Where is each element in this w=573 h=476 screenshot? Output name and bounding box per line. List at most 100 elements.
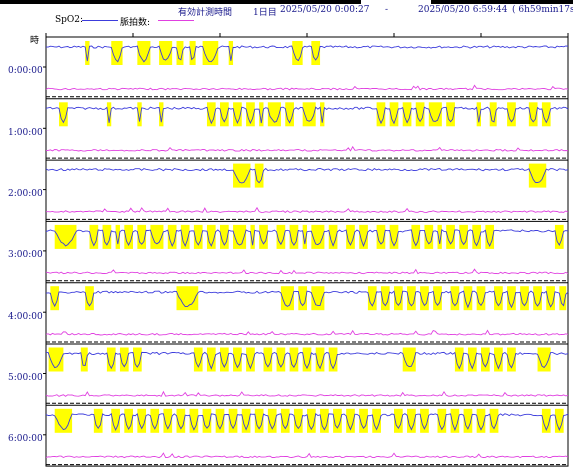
desat-event-r1-20 — [489, 102, 497, 127]
desat-event-r3-11 — [220, 224, 229, 249]
row-label-6: 6:00:00 — [8, 434, 43, 444]
desat-event-r5-12 — [289, 347, 299, 372]
desat-event-r4-3 — [280, 286, 294, 311]
desat-event-r4-7 — [380, 286, 390, 311]
header-label: 有効計測時間 — [178, 8, 233, 18]
desat-event-r6-16 — [293, 408, 303, 433]
desat-event-r5-8 — [233, 347, 242, 372]
desat-event-r4-12 — [450, 286, 460, 311]
desat-event-r5-14 — [315, 347, 325, 372]
desat-event-r3-17 — [302, 224, 307, 249]
desat-event-r3-23 — [389, 224, 399, 249]
desat-event-r1-3 — [159, 102, 164, 127]
desat-event-r5-10 — [263, 347, 273, 372]
desat-event-r3-25 — [424, 224, 434, 249]
desat-event-r6-20 — [346, 408, 355, 433]
desat-event-r4-20 — [559, 286, 567, 311]
desat-event-r3-15 — [276, 224, 286, 249]
desat-event-r1-7 — [246, 102, 255, 127]
desat-event-r3-29 — [472, 224, 481, 249]
spo2-trace-r2 — [45, 167, 569, 184]
desat-event-r4-0 — [50, 286, 60, 311]
desat-event-r3-31 — [554, 224, 564, 249]
desat-event-r1-22 — [528, 102, 538, 127]
desat-event-r6-30 — [489, 408, 499, 433]
y-axis-label: 時 — [30, 36, 40, 46]
desat-event-r5-18 — [467, 347, 477, 372]
desat-event-r5-5 — [193, 347, 203, 372]
spo2-trace-r4 — [45, 290, 569, 309]
desat-event-r1-18 — [446, 102, 455, 127]
desat-event-r1-19 — [476, 102, 481, 127]
desat-event-r4-1 — [85, 286, 94, 311]
spo2-trace-r1 — [45, 106, 569, 125]
desat-event-r3-21 — [359, 224, 368, 249]
desat-event-r1-9 — [267, 102, 281, 127]
desat-event-r3-19 — [328, 224, 338, 249]
desat-event-r3-6 — [150, 224, 164, 249]
desat-event-r4-10 — [420, 286, 429, 311]
desat-event-r3-13 — [250, 224, 255, 249]
row-label-4: 4:00:00 — [8, 312, 43, 322]
pulse-trace-r5 — [45, 390, 569, 397]
row-label-5: 5:00:00 — [8, 373, 43, 383]
row-label-3: 3:00:00 — [8, 250, 43, 260]
desat-event-r3-27 — [446, 224, 455, 249]
header-day: 1日目 — [253, 8, 277, 18]
desat-event-r3-26 — [437, 224, 442, 249]
desat-event-r6-19 — [333, 408, 342, 433]
desat-event-r1-4 — [206, 102, 216, 127]
desat-event-r4-17 — [520, 286, 529, 311]
desat-event-r6-2 — [111, 408, 120, 433]
desat-event-r6-21 — [359, 408, 368, 433]
desat-event-r6-5 — [150, 408, 160, 433]
desat-event-r5-1 — [80, 347, 88, 372]
desat-event-r3-12 — [233, 224, 247, 249]
desat-event-r6-14 — [267, 408, 277, 433]
desat-event-r5-4 — [133, 347, 142, 372]
desat-event-r6-8 — [189, 408, 199, 433]
header-duration: ( 6h59min17s) — [512, 5, 573, 15]
desat-event-r3-4 — [124, 224, 133, 249]
desat-event-r4-18 — [533, 286, 542, 311]
desat-event-r0-8 — [292, 41, 303, 65]
header-start-time: 2025/05/20 0:00:27 — [280, 5, 370, 15]
desat-event-r1-2 — [137, 102, 142, 127]
desat-event-r6-15 — [280, 408, 290, 433]
desat-event-r1-23 — [541, 102, 551, 127]
desat-event-r5-0 — [48, 347, 64, 372]
desat-event-r6-1 — [93, 408, 103, 433]
desat-event-r3-5 — [137, 224, 147, 249]
window-tab — [360, 0, 432, 4]
desat-event-r1-10 — [285, 102, 294, 127]
desat-event-r4-13 — [463, 286, 473, 311]
desat-event-r4-5 — [311, 286, 325, 311]
spo2-trace-r6 — [45, 412, 569, 432]
desat-event-r0-0 — [85, 41, 90, 65]
desat-event-r6-25 — [420, 408, 429, 433]
desat-event-r1-12 — [320, 102, 325, 127]
desat-event-r1-13 — [376, 102, 386, 127]
desat-event-r6-7 — [176, 408, 186, 433]
window-top-bar — [0, 0, 573, 4]
desat-event-r6-23 — [394, 408, 403, 433]
desat-event-r4-11 — [433, 286, 442, 311]
desat-event-r4-19 — [546, 286, 555, 311]
desat-event-r3-30 — [485, 224, 495, 249]
spo2-trace-r0 — [45, 45, 569, 63]
desat-event-r5-9 — [246, 347, 255, 372]
desat-event-r3-14 — [259, 224, 268, 249]
desat-event-r6-9 — [202, 408, 212, 433]
desat-event-r5-21 — [507, 347, 516, 372]
desat-event-r4-16 — [507, 286, 516, 311]
desat-event-r5-15 — [328, 347, 338, 372]
header-end-time: 2025/05/20 6:59:44 — [418, 5, 508, 15]
legend-spo2-line — [82, 20, 118, 21]
pulse-trace-r0 — [45, 84, 569, 91]
desat-event-r3-24 — [411, 224, 421, 249]
desat-event-r4-6 — [367, 286, 377, 311]
desat-event-r4-4 — [298, 286, 307, 311]
desat-event-r6-17 — [307, 408, 316, 433]
desat-event-r3-20 — [346, 224, 355, 249]
